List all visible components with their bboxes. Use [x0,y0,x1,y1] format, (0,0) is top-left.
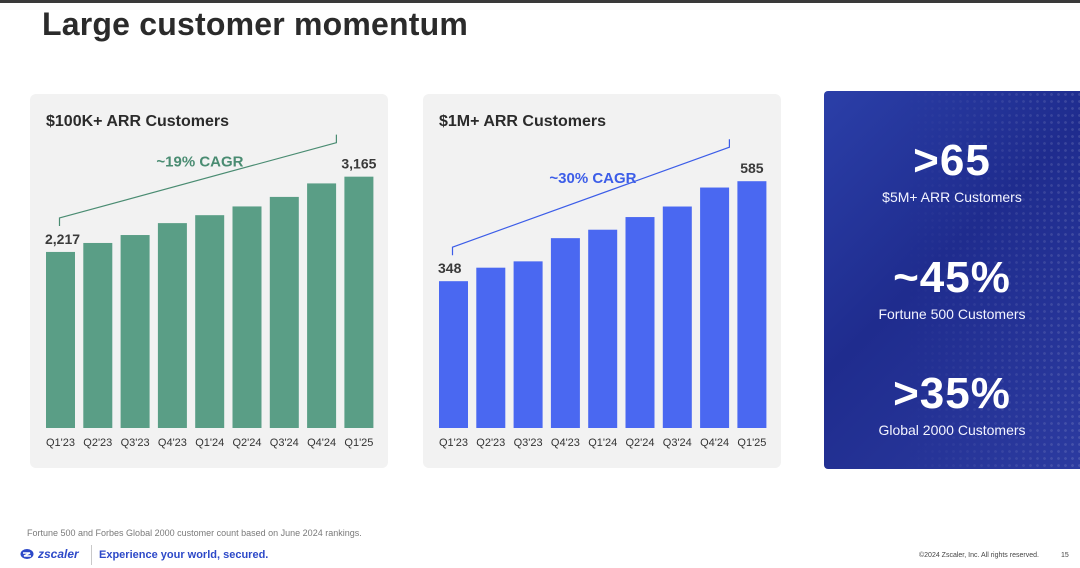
cagr-annotation: ~19% CAGR [156,153,243,170]
bar [232,206,262,428]
x-tick-label: Q4'23 [551,437,580,449]
data-label: 3,165 [341,156,376,172]
x-tick-label: Q4'23 [158,437,187,449]
x-tick-label: Q3'23 [121,437,150,449]
copyright: ©2024 Zscaler, Inc. All rights reserved. [919,552,1039,559]
stat-value: >65 [913,136,991,185]
zscaler-logo: zscaler [20,547,79,561]
bar [157,223,187,428]
x-tick-label: Q3'24 [663,437,692,449]
stat-label: $5M+ ARR Customers [882,189,1022,205]
stat-value: ~45% [893,253,1011,302]
bar [195,215,225,428]
bar [700,187,730,428]
chart-title: $1M+ ARR Customers [439,113,607,130]
bar [737,181,767,428]
top-border [0,0,1080,3]
x-tick-label: Q2'24 [232,437,261,449]
chart-card-1m: $1M+ ARR Customers Q1'23 348 Q2'23 Q3'23 Q4'… [423,94,781,468]
x-tick-label: Q2'23 [476,437,505,449]
bar [513,261,543,428]
bar [625,217,655,428]
bar [550,238,580,428]
data-label: 348 [438,260,462,276]
x-tick-label: Q1'25 [344,437,373,449]
bar [83,242,113,428]
brand-name: zscaler [38,547,79,561]
page-number: 15 [1061,552,1069,559]
footer-divider [91,545,92,565]
stat-value: >35% [893,369,1011,418]
x-tick-label: Q4'24 [307,437,336,449]
stat-fortune-500: ~45% Fortune 500 Customers [824,253,1080,323]
x-tick-label: Q1'24 [588,437,617,449]
x-tick-label: Q2'24 [625,437,654,449]
stat-5m-customers: >65 $5M+ ARR Customers [824,136,1080,206]
bar-chart-100k-customers: Q1'23 2,217 Q2'23 Q3'23 Q4'23 Q1'24 Q2'24 Q3'24… [45,134,377,449]
stat-label: Global 2000 Customers [878,422,1026,438]
x-tick-label: Q4'24 [700,437,729,449]
bar [476,267,506,428]
cagr-bracket-line [58,134,337,226]
x-tick-label: Q1'23 [439,437,468,449]
x-tick-label: Q1'25 [737,437,766,449]
bar [439,281,468,428]
chart-title: $100K+ ARR Customers [46,113,230,130]
data-label: 2,217 [45,231,80,247]
stat-global-2000: >35% Global 2000 Customers [824,369,1080,439]
bar [662,206,692,428]
x-tick-label: Q3'24 [270,437,299,449]
bar-chart-1m-customers: Q1'23 348 Q2'23 Q3'23 Q4'23 Q1'24 Q2'24 Q3'24 Q4… [438,139,767,449]
x-tick-label: Q3'23 [514,437,543,449]
bar [46,251,75,428]
bar [269,196,299,428]
chart-card-100k: $100K+ ARR Customers Q1'23 2,217 Q2'23 Q3'2… [30,94,388,468]
bar [344,176,374,428]
x-tick-label: Q1'24 [195,437,224,449]
cagr-bracket-line [451,139,730,256]
x-tick-label: Q1'23 [46,437,75,449]
bar [307,183,337,428]
data-label: 585 [740,160,764,176]
zscaler-logo-icon [20,549,34,559]
page-title: Large customer momentum [42,6,469,42]
stat-label: Fortune 500 Customers [878,306,1026,322]
bar [120,235,150,428]
tagline: Experience your world, secured. [99,549,269,561]
x-tick-label: Q2'23 [83,437,112,449]
cagr-annotation: ~30% CAGR [549,170,636,187]
bar [588,229,618,428]
footnote: Fortune 500 and Forbes Global 2000 custo… [27,528,362,538]
stats-panel: >65 $5M+ ARR Customers ~45% Fortune 500 … [824,91,1080,469]
